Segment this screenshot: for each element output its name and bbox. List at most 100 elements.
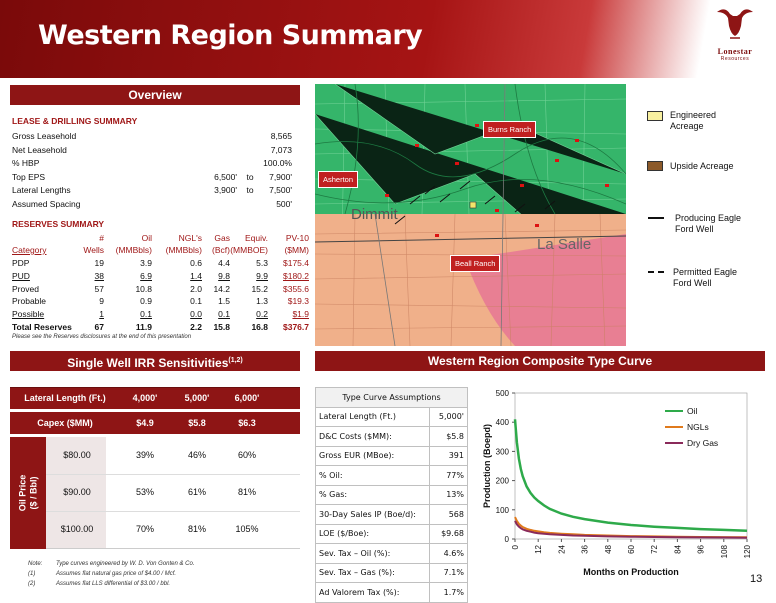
y-axis-label: Production (Boepd) [482,424,492,508]
type-curve-value: 568 [429,504,468,525]
reserves-oil: 11.9 [135,322,152,332]
reserves-row: PUD 38 6.9 1.4 9.8 9.9 $180.2 [12,270,309,281]
reserves-col-head: NGL's [178,233,202,243]
x-tick-label: 72 [650,544,659,553]
reserves-category: Proved [12,283,39,294]
lease-value: 7,500' [269,185,292,195]
logo-brand: Lonestar [717,47,753,56]
map-callout-beall: Beall Ranch [450,255,501,272]
reserves-col-head: Wells [83,245,104,255]
type-curve-value: $9.68 [429,523,468,544]
reserves-category: Total Reserves [12,322,72,332]
type-curve-row: Gross EUR (MBoe): 391 [315,445,468,466]
lease-label: Assumed Spacing [12,198,81,209]
map-callout-asherton: Asherton [318,171,359,188]
x-axis-label: Months on Production [583,567,678,577]
series-line-oil [513,419,748,533]
x-tick-label: 0 [511,544,520,549]
reserves-pv: $355.6 [283,283,309,294]
lease-value: 500' [276,198,292,209]
irr-lateral-label: Lateral Length (Ft.) [24,393,106,403]
reserves-equiv: 9.9 [256,270,268,281]
reserves-ngl: 0.1 [190,296,202,307]
reserves-heading: RESERVES SUMMARY [12,219,105,229]
type-curve-value: 7.1% [429,562,468,583]
acreage-map[interactable]: Dimmit La Salle Burns Ranch Asherton Bea… [315,84,626,346]
legend-label: Dry Gas [687,438,718,448]
irr-oil-price-label-wrap: Oil Price ($ / Bbl) [10,437,46,549]
reserves-gas: 1.5 [218,296,230,307]
reserves-col-head: # [99,233,104,243]
irr-value: 39% [135,450,154,460]
legend-engineered: Engineered Acreage [670,110,717,131]
type-curve-row: 30-Day Sales IP (Boe/d): 568 [315,504,468,525]
logo-sub: Resources [720,56,750,62]
lease-value: 7,073 [270,144,292,155]
y-tick-label: 0 [505,535,510,544]
lease-row: Lateral Lengths 3,900' to 7,500' [12,185,297,195]
y-tick-label: 200 [496,477,510,486]
type-curve-bar: Western Region Composite Type Curve [315,351,765,371]
lease-to: to [246,171,254,182]
reserves-pv: $180.2 [283,270,309,281]
reserves-col-head: Gas [214,233,230,243]
reserves-equiv: 5.3 [256,258,268,268]
reserves-col-head: Category [12,245,47,255]
engineered-swatch [647,111,663,121]
type-curve-value: 13% [429,484,468,505]
company-logo: Lonestar Resources [700,4,770,70]
reserves-wells: 1 [99,309,104,320]
irr-note-tag: (1) [28,571,36,577]
type-curve-row: D&C Costs ($MM): $5.8 [315,426,468,447]
type-curve-label: Sev. Tax – Gas (%): [315,562,430,583]
lease-value: 100.0% [263,158,292,168]
lease-value-min: 6,500' [214,171,237,182]
irr-note-tag: Note: [28,561,43,567]
reserves-ngl: 0.0 [190,309,202,320]
x-tick-label: 84 [673,544,682,553]
reserves-row: Proved 57 10.8 2.0 14.2 15.2 $355.6 [12,283,309,294]
lease-value-min: 3,900' [214,185,237,195]
irr-note-tag: (2) [28,581,36,587]
legend-permitted: Permitted Eagle Ford Well [673,267,738,288]
irr-capex-value: $5.8 [188,418,206,428]
reserves-col-head: PV-10 [285,233,309,243]
irr-capex-row [10,412,300,434]
reserves-category: PUD [12,270,30,281]
page-number: 13 [750,573,763,585]
type-curve-label: D&C Costs ($MM): [315,426,430,447]
reserves-col-head: (Bcf) [212,245,230,255]
type-curve-label: Sev. Tax – Oil (%): [315,543,430,564]
plot-area [514,392,748,540]
reserves-gas: 4.4 [218,258,230,268]
irr-value: 61% [187,487,206,497]
irr-title: Single Well IRR Sensitivities [67,356,229,370]
reserves-oil: 0.1 [140,309,152,320]
lease-value: 8,565 [270,131,292,141]
type-curve-label: Gross EUR (MBoe): [315,445,430,466]
reserves-row: Probable 9 0.9 0.1 1.5 1.3 $19.3 [12,296,309,307]
type-curve-value: 4.6% [429,543,468,564]
x-tick-label: 120 [743,544,752,558]
reserves-row: PDP 19 3.9 0.6 4.4 5.3 $175.4 [12,258,309,268]
type-curve-label: Ad Valorem Tax (%): [315,582,430,603]
lease-label: Top EPS [12,171,46,182]
irr-note: Note: Type curves engineered by W. D. Von… [28,561,298,567]
irr-value: 70% [135,524,154,534]
legend-label: NGLs [687,422,709,432]
x-tick-label: 60 [627,544,636,553]
legend-label: Oil [687,406,698,416]
reserves-equiv: 0.2 [256,309,268,320]
lease-label: Gross Leasehold [12,131,77,141]
lease-label: Net Leasehold [12,144,67,155]
x-tick-label: 36 [581,544,590,553]
type-curve-table-title: Type Curve Assumptions [315,387,468,408]
reserves-wells: 67 [94,322,104,332]
reserves-equiv: 1.3 [256,296,268,307]
y-tick-label: 400 [496,418,510,427]
x-tick-label: 48 [604,544,613,553]
reserves-oil: 3.9 [140,258,152,268]
legend-upside: Upside Acreage [670,161,734,171]
lease-row: Top EPS 6,500' to 7,900' [12,172,297,182]
irr-title-sup: (1,2) [228,357,243,364]
